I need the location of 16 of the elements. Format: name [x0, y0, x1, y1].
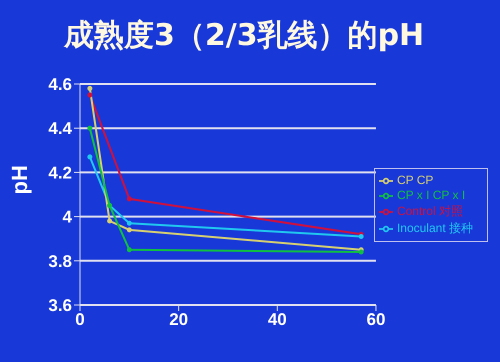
y-axis-title: pH — [6, 165, 32, 194]
y-tick-label: 3.8 — [48, 252, 72, 271]
y-tick-label: 4.6 — [48, 75, 72, 94]
x-tick-label: 20 — [169, 310, 188, 330]
legend-label: Inoculant 接种 — [396, 220, 473, 235]
x-tick-label: 40 — [268, 310, 287, 330]
y-tick-label: 4.2 — [48, 163, 72, 182]
y-tick-label: 4.4 — [48, 119, 73, 138]
legend-label: CP CP — [396, 173, 434, 188]
legend-label: CP x I CP x I — [396, 188, 466, 202]
x-tick-label: 60 — [366, 310, 386, 330]
chart-title: 成熟度3（2/3乳线）的pH — [62, 16, 426, 54]
y-tick-label: 4 — [62, 208, 73, 227]
legend-label: Control 对照 — [396, 204, 463, 218]
y-tick-label: 3.6 — [48, 296, 72, 316]
x-tick-label: 0 — [75, 310, 85, 330]
